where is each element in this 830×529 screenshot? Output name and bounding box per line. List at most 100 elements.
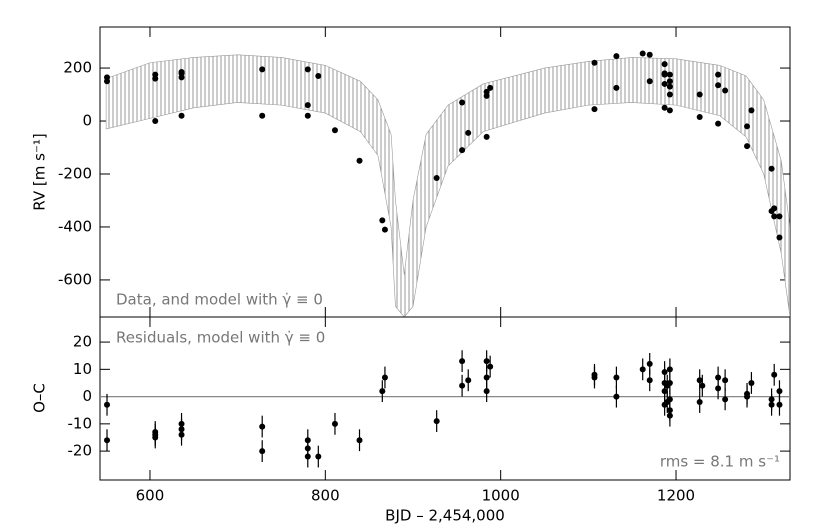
data-point	[459, 99, 466, 106]
data-point	[459, 147, 466, 154]
x-tick-label: 800	[311, 487, 340, 505]
y-axis-label: O–C	[31, 383, 49, 413]
data-point	[661, 369, 668, 376]
data-point	[646, 360, 653, 367]
data-point	[771, 371, 778, 378]
data-point	[661, 71, 668, 78]
data-point	[259, 112, 266, 119]
data-point	[661, 104, 668, 111]
y-axis-label: RV [m s⁻¹]	[31, 133, 49, 210]
data-point	[304, 102, 311, 109]
y-tick-label: -400	[58, 217, 92, 235]
data-point	[715, 71, 722, 78]
data-point	[465, 129, 472, 136]
annotation: Residuals, model with γ̇ ≡ 0	[116, 329, 325, 347]
data-point	[178, 112, 185, 119]
data-point	[104, 78, 111, 85]
data-point	[696, 91, 703, 98]
data-point	[613, 53, 620, 60]
data-point	[104, 401, 111, 408]
data-point	[666, 83, 673, 90]
x-tick-label: 1200	[657, 487, 695, 505]
data-point	[744, 390, 751, 397]
data-point	[748, 107, 755, 114]
data-point	[646, 78, 653, 85]
data-point	[666, 91, 673, 98]
data-point	[666, 107, 673, 114]
y-tick-label: 10	[73, 360, 92, 378]
data-point	[304, 66, 311, 73]
data-point	[433, 174, 440, 181]
data-point	[259, 448, 266, 455]
data-point	[715, 120, 722, 127]
rv-panel: -600 -400 -200 0 200	[58, 26, 791, 318]
data-point	[722, 87, 729, 94]
y-tick-label: -10	[68, 414, 93, 432]
data-point	[776, 401, 783, 408]
data-point	[591, 59, 598, 66]
data-point	[666, 71, 673, 78]
data-point	[483, 358, 490, 365]
data-point	[646, 377, 653, 384]
data-point	[722, 377, 729, 384]
x-tick-label: 1000	[482, 487, 520, 505]
data-point	[639, 366, 646, 373]
data-point	[771, 213, 778, 220]
data-point	[776, 388, 783, 395]
data-point	[483, 374, 490, 381]
data-point	[304, 453, 311, 460]
annotation: Data, and model with γ̇ ≡ 0	[116, 291, 323, 309]
data-point	[661, 80, 668, 87]
data-point	[666, 78, 673, 85]
data-point	[483, 388, 490, 395]
data-point	[459, 382, 466, 389]
data-point	[744, 123, 751, 130]
data-point	[646, 51, 653, 58]
data-point	[696, 399, 703, 406]
data-point	[639, 50, 646, 57]
data-point	[315, 453, 322, 460]
data-point	[666, 379, 673, 386]
data-point	[381, 374, 388, 381]
model-band	[105, 54, 790, 317]
data-point	[661, 61, 668, 68]
data-point	[699, 382, 706, 389]
data-point	[666, 396, 673, 403]
data-point	[487, 363, 494, 370]
data-point	[331, 420, 338, 427]
data-point	[715, 385, 722, 392]
data-point	[748, 379, 755, 386]
data-point	[356, 437, 363, 444]
data-point	[259, 423, 266, 430]
data-point	[152, 434, 159, 441]
data-point	[666, 366, 673, 373]
y-tick-label: -200	[58, 164, 92, 182]
y-tick-label: 20	[73, 333, 92, 351]
data-point	[379, 388, 386, 395]
data-point	[356, 157, 363, 164]
y-tick-label: -20	[68, 442, 93, 460]
data-point	[613, 393, 620, 400]
data-point	[722, 396, 729, 403]
data-point	[381, 226, 388, 233]
data-point	[152, 75, 159, 82]
data-point	[613, 84, 620, 91]
x-tick-label: 600	[136, 487, 165, 505]
data-point	[104, 437, 111, 444]
data-point	[613, 374, 620, 381]
data-point	[178, 420, 185, 427]
data-point	[315, 72, 322, 79]
data-point	[483, 92, 490, 99]
rms-label: rms = 8.1 m s⁻¹	[660, 453, 780, 471]
data-point	[459, 358, 466, 365]
y-tick-label: 0	[82, 387, 92, 405]
data-point	[259, 66, 266, 73]
data-point	[661, 388, 668, 395]
data-point	[483, 133, 490, 140]
data-point	[771, 205, 778, 212]
data-point	[696, 114, 703, 121]
data-point	[591, 374, 598, 381]
data-point	[776, 234, 783, 241]
y-tick-label: -600	[58, 270, 92, 288]
